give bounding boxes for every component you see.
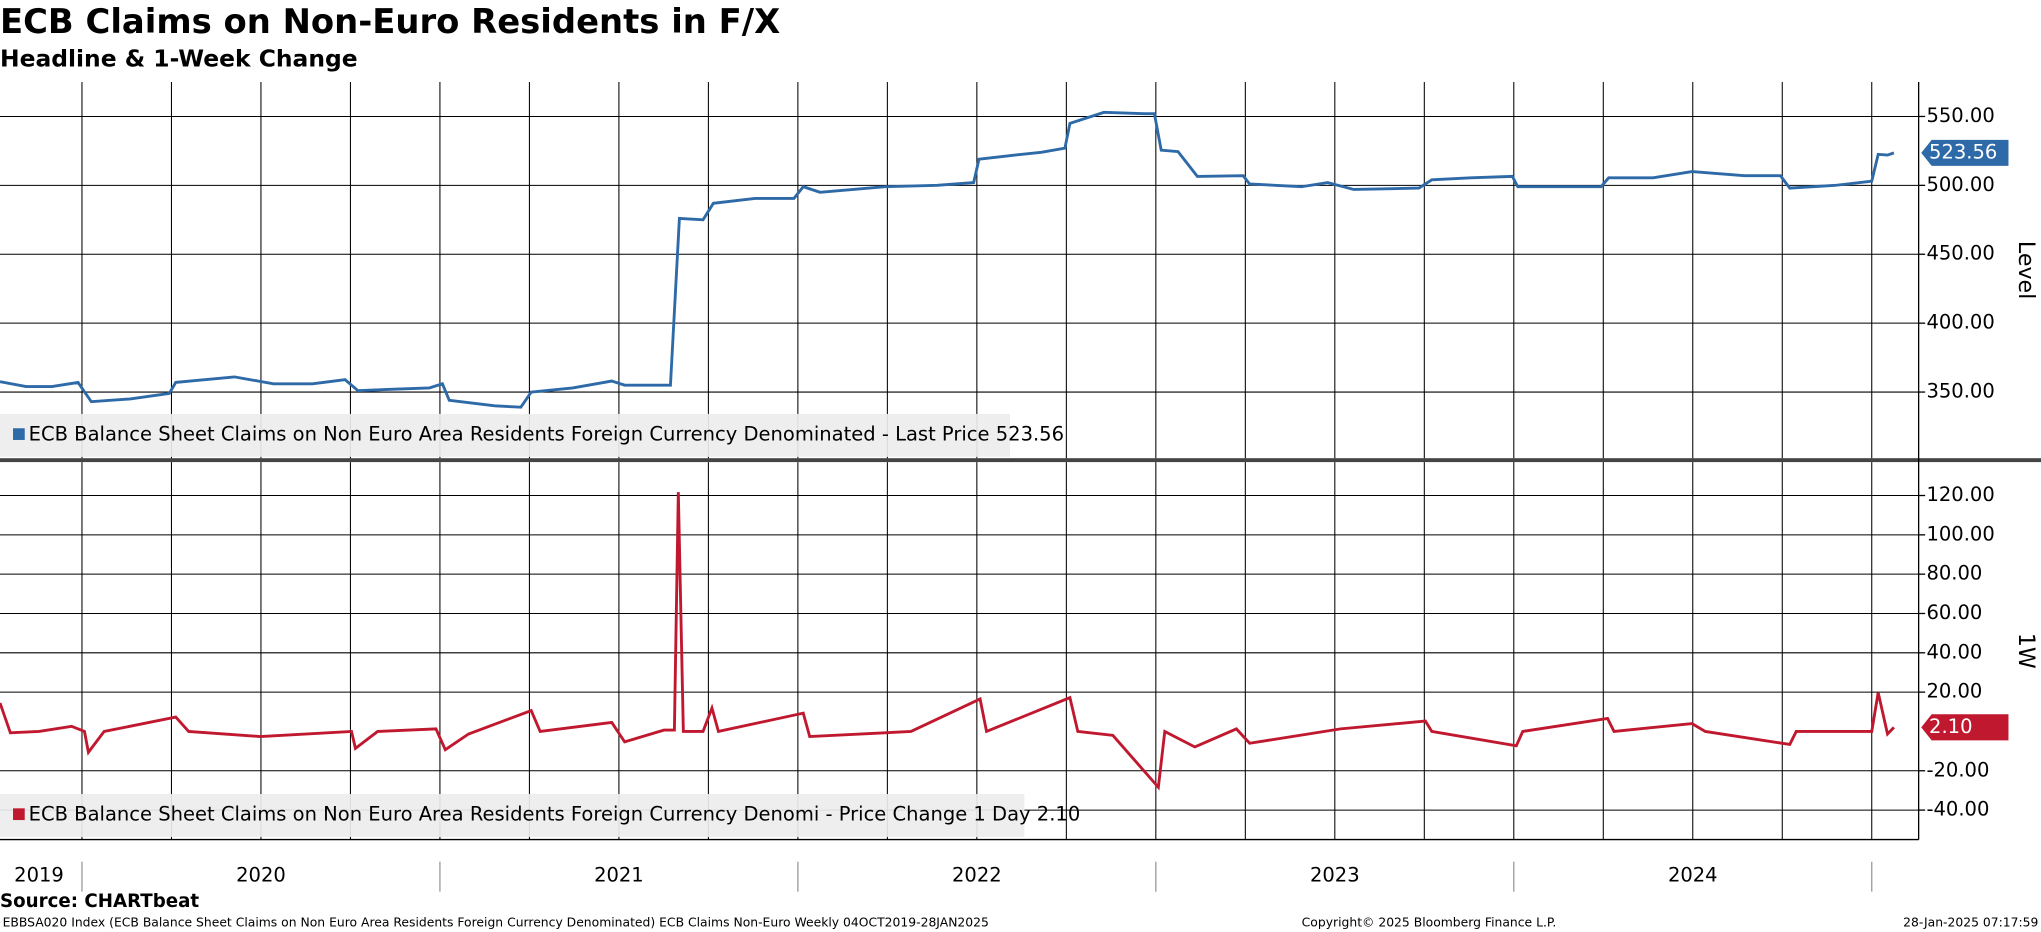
subtitle: Headline & 1-Week Change: [0, 44, 358, 72]
y-tick-label: -40.00: [1926, 798, 1989, 821]
y-tick-label: 40.00: [1926, 640, 1982, 663]
y-tick-label: 60.00: [1926, 601, 1982, 624]
timestamp: 28-Jan-2025 07:17:59: [1903, 915, 2038, 929]
legend-background: [0, 413, 1011, 457]
y-tick-label: 120.00: [1926, 483, 1994, 506]
y-tick-label: 100.00: [1926, 522, 1994, 545]
y-tick-label: 80.00: [1926, 562, 1982, 585]
x-tick-label: 2020: [236, 864, 286, 887]
legend-swatch: [13, 428, 25, 440]
y-tick-label: -20.00: [1926, 758, 1989, 781]
line-series: [0, 492, 1895, 791]
x-tick-label: 2023: [1310, 864, 1360, 887]
last-value-label: 2.10: [1929, 715, 1972, 738]
y-tick-label: 400.00: [1926, 311, 1994, 334]
y-axis-label: Level: [2013, 241, 2039, 299]
y-axis-label: 1W: [2013, 633, 2039, 669]
x-tick-label: 2022: [952, 864, 1002, 887]
source: Source: CHARTbeat: [0, 891, 199, 912]
panel-divider: [0, 458, 2041, 463]
legend-swatch: [13, 808, 25, 821]
y-tick-label: 20.00: [1926, 680, 1982, 703]
y-tick-label: 450.00: [1926, 242, 1994, 265]
last-value-box: [1921, 714, 2009, 741]
copyright: Copyright© 2025 Bloomberg Finance L.P.: [1302, 915, 1557, 929]
last-value-box: [1921, 139, 2009, 166]
x-tick-label: 2024: [1668, 864, 1718, 887]
y-tick-label: 350.00: [1926, 380, 1994, 403]
line-series: [0, 110, 1895, 409]
x-tick-label: 2019: [14, 864, 64, 887]
y-tick-label: 550.00: [1926, 104, 1994, 127]
last-value-label: 523.56: [1929, 140, 1997, 163]
x-tick-label: 2021: [594, 864, 644, 887]
legend-background: [0, 794, 1025, 837]
title: ECB Claims on Non-Euro Residents in F/X: [0, 2, 780, 41]
y-tick-label: 500.00: [1926, 173, 1994, 196]
legend-label: ECB Balance Sheet Claims on Non Euro Are…: [29, 802, 1081, 825]
legend-label: ECB Balance Sheet Claims on Non Euro Are…: [29, 422, 1064, 445]
footer-description: EBBSA020 Index (ECB Balance Sheet Claims…: [3, 915, 989, 929]
